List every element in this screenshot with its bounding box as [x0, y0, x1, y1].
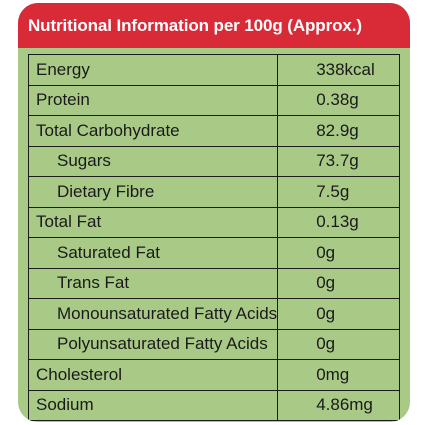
table-row: Dietary Fibre 7.5g: [27, 176, 400, 208]
nutrient-name: Sodium: [27, 389, 279, 421]
table-row: Energy 338kcal: [27, 54, 400, 86]
nutrition-panel: Nutritional Information per 100g (Approx…: [18, 3, 410, 422]
table-row: Total Fat 0.13g: [27, 206, 400, 238]
nutrient-name: Protein: [27, 84, 279, 116]
nutrient-name: Saturated Fat: [27, 237, 279, 269]
nutrient-name: Energy: [27, 54, 279, 86]
table-row: Total Carbohydrate 82.9g: [27, 115, 400, 147]
nutrient-name: Dietary Fibre: [27, 176, 279, 208]
table-row: Sugars 73.7g: [27, 145, 400, 177]
nutrient-value: 7.5g: [277, 176, 400, 208]
nutrient-value: 0mg: [277, 359, 400, 391]
nutrient-value: 0.38g: [277, 84, 400, 116]
nutrient-value: 4.86mg: [277, 389, 400, 421]
table-row: Polyunsaturated Fatty Acids 0g: [27, 328, 400, 360]
table-row: Sodium 4.86mg: [27, 389, 400, 421]
table-row: Cholesterol 0mg: [27, 359, 400, 391]
nutrient-value: 0.13g: [277, 206, 400, 238]
table-row: Saturated Fat 0g: [27, 237, 400, 269]
table-row: Trans Fat 0g: [27, 267, 400, 299]
nutrient-value: 82.9g: [277, 115, 400, 147]
nutrient-value: 73.7g: [277, 145, 400, 177]
nutrient-value: 0g: [277, 298, 400, 330]
nutrition-title: Nutritional Information per 100g (Approx…: [18, 3, 410, 48]
nutrient-name: Cholesterol: [27, 359, 279, 391]
nutrient-name: Monounsaturated Fatty Acids: [27, 298, 279, 330]
nutrient-name: Sugars: [27, 145, 279, 177]
nutrition-table: Energy 338kcal Protein 0.38g Total Carbo…: [27, 54, 400, 421]
nutrient-value: 0g: [277, 267, 400, 299]
table-row: Monounsaturated Fatty Acids 0g: [27, 298, 400, 330]
nutrient-name: Polyunsaturated Fatty Acids: [27, 328, 279, 360]
nutrient-name: Trans Fat: [27, 267, 279, 299]
nutrient-name: Total Fat: [27, 206, 279, 238]
nutrient-value: 0g: [277, 237, 400, 269]
table-row: Protein 0.38g: [27, 84, 400, 116]
nutrient-value: 0g: [277, 328, 400, 360]
nutrient-value: 338kcal: [277, 54, 400, 86]
nutrient-name: Total Carbohydrate: [27, 115, 279, 147]
